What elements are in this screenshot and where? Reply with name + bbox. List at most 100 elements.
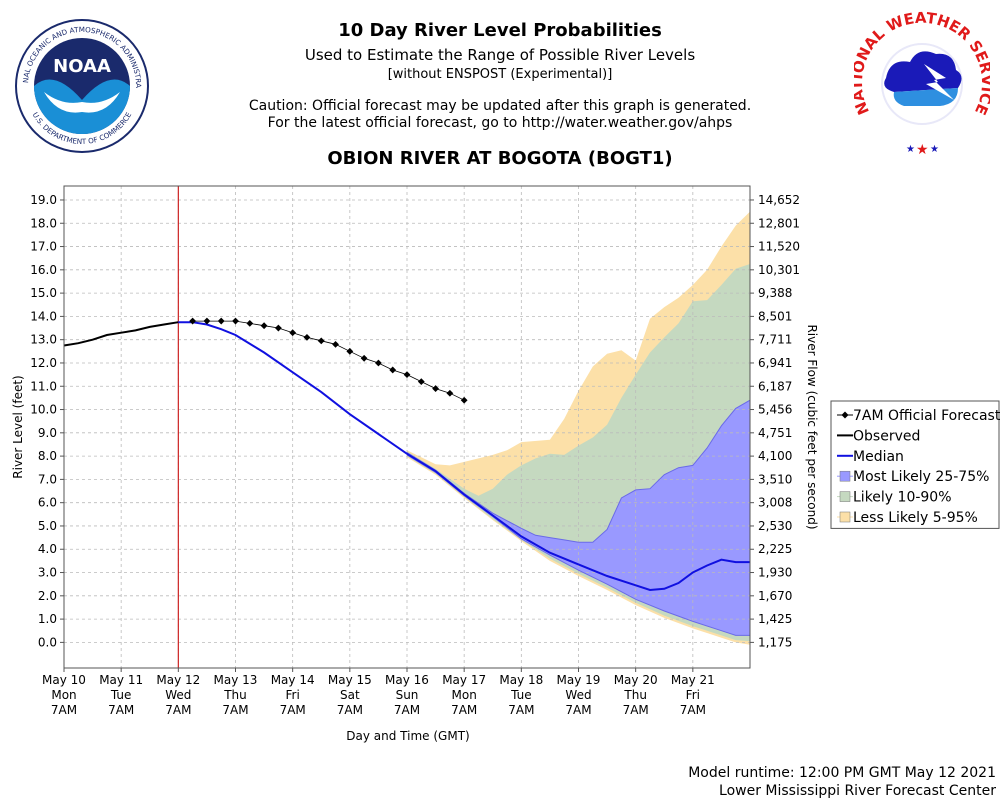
x-tick-label-line: 7AM — [451, 703, 477, 717]
x-tick-label-line: 7AM — [680, 703, 706, 717]
y-tick-label: 6.0 — [38, 496, 57, 510]
y-axis-title: River Level (feet) — [11, 375, 25, 478]
y-tick-label: 5.0 — [38, 519, 57, 533]
legend-swatch-box — [839, 470, 851, 482]
legend-label: Likely 10-90% — [853, 490, 952, 506]
star-icon: ★ — [916, 142, 929, 158]
noaa-logo-text: NOAA — [53, 56, 111, 77]
y-tick-label: 16.0 — [30, 263, 57, 277]
y-tick-label: 2.0 — [38, 589, 57, 603]
x-tick-label-line: May 20 — [614, 673, 658, 687]
y-tick-label: 17.0 — [30, 240, 57, 254]
y2-tick-label: 14,652 — [758, 193, 800, 207]
y2-tick-label: 1,670 — [758, 589, 792, 603]
y-tick-label: 12.0 — [30, 356, 57, 370]
x-tick-label-line: Mon — [452, 688, 477, 702]
y2-tick-label: 4,100 — [758, 449, 792, 463]
x-tick-label-line: 7AM — [337, 703, 363, 717]
y-tick-label: 11.0 — [30, 379, 57, 393]
x-tick-label-line: 7AM — [565, 703, 591, 717]
y-tick-label: 0.0 — [38, 635, 57, 649]
official-forecast-point — [375, 359, 382, 367]
axes: 19.0 14,652 18.0 12,801 17.0 11,520 16.0 10,301… — [11, 185, 819, 743]
legend-label: Median — [853, 449, 904, 465]
x-tick-label-line: May 10 — [42, 673, 86, 687]
chart-subnote: [without ENSPOST (Experimental)] — [387, 67, 613, 82]
x-tick-label-line: May 16 — [385, 673, 429, 687]
legend-box — [830, 400, 1000, 529]
x-tick-label: May 13 Thu 7AM — [214, 673, 258, 717]
x-axis-title: Day and Time (GMT) — [346, 729, 469, 743]
nws-logo: NATIONAL WEATHER SERVICE ★ ★ ★ — [854, 9, 990, 158]
x-tick-label-line: Thu — [223, 688, 247, 702]
x-tick-label-line: May 13 — [214, 673, 258, 687]
y2-tick-label: 12,801 — [758, 216, 800, 230]
x-tick-label-line: 7AM — [394, 703, 420, 717]
x-tick-label-line: Tue — [110, 688, 132, 702]
x-tick-label-line: 7AM — [222, 703, 248, 717]
y-tick-label: 3.0 — [38, 566, 57, 580]
y-tick-label: 8.0 — [38, 449, 57, 463]
x-tick-label-line: Mon — [51, 688, 76, 702]
y2-tick-label: 10,301 — [758, 263, 800, 277]
band-25-75-upper-edge — [406, 399, 751, 543]
y-tick-label: 18.0 — [30, 216, 57, 230]
official-forecast-point — [274, 324, 282, 332]
y2-tick-label: 6,187 — [758, 379, 792, 393]
x-tick-label-line: 7AM — [165, 703, 191, 717]
x-tick-label-line: May 11 — [99, 673, 143, 687]
x-tick-label: May 10 Mon 7AM — [42, 673, 86, 717]
official-forecast-point — [460, 396, 468, 404]
y2-tick-label: 7,711 — [758, 333, 792, 347]
y-tick-label: 15.0 — [30, 286, 57, 300]
caution-line-2: For the latest official forecast, go to … — [267, 115, 733, 131]
x-tick-label-line: May 17 — [442, 673, 486, 687]
y2-tick-label: 3,008 — [758, 496, 792, 510]
x-tick-label-line: 7AM — [623, 703, 649, 717]
caution-line-1: Caution: Official forecast may be update… — [248, 98, 752, 114]
official-forecast-point — [317, 337, 325, 345]
series-lines — [63, 186, 751, 668]
x-tick-label-line: 7AM — [108, 703, 134, 717]
legend-swatch-diamond — [841, 411, 849, 419]
x-tick-label: May 21 Fri 7AM — [671, 673, 715, 717]
location-title: OBION RIVER AT BOGOTA (BOGT1) — [327, 148, 673, 169]
y2-tick-label: 4,751 — [758, 426, 792, 440]
official-forecast-point — [389, 366, 397, 374]
official-forecast-point — [246, 319, 254, 327]
x-tick-label: May 12 Wed 7AM — [156, 673, 200, 717]
official-forecast-point — [403, 371, 411, 379]
official-forecast-point — [260, 322, 268, 330]
official-forecast-point — [432, 385, 439, 392]
x-tick-label: May 20 Thu 7AM — [614, 673, 658, 717]
official-forecast-point — [417, 378, 425, 385]
x-tick-label-line: Sat — [340, 688, 360, 702]
y2-tick-label: 2,530 — [758, 519, 792, 533]
chart-title: 10 Day River Level Probabilities — [338, 20, 662, 41]
y-tick-label: 7.0 — [38, 472, 57, 486]
star-icon: ★ — [930, 144, 939, 155]
legend-label: Less Likely 5-95% — [853, 510, 978, 526]
official-forecast-point — [217, 317, 225, 325]
x-tick-label-line: Wed — [165, 688, 191, 702]
official-forecast-point — [303, 333, 311, 341]
x-tick-label: May 11 Tue 7AM — [99, 673, 143, 717]
y2-tick-label: 6,941 — [758, 356, 792, 370]
noaa-logo: NOAA NATIONAL OCEANIC AND ATMOSPHERIC AD… — [14, 8, 149, 153]
x-tick-label-line: May 14 — [271, 673, 315, 687]
x-tick-label: May 16 Sun 7AM — [385, 673, 429, 717]
x-tick-label: May 19 Wed 7AM — [557, 673, 601, 717]
x-tick-label-line: May 12 — [156, 673, 200, 687]
official-forecast-point — [232, 317, 239, 325]
x-tick-label-line: May 18 — [499, 673, 543, 687]
y2-tick-label: 1,930 — [758, 566, 792, 580]
legend-label: 7AM Official Forecast — [853, 408, 1000, 424]
y-tick-label: 10.0 — [30, 403, 57, 417]
median-line — [178, 321, 750, 592]
x-tick-label-line: Sun — [396, 688, 419, 702]
official-forecast-point — [289, 329, 297, 337]
x-tick-label-line: Fri — [286, 688, 300, 702]
legend: 7AM Official Forecast Observed Median Most … — [830, 400, 1000, 529]
legend-swatch-box — [839, 511, 851, 523]
x-tick-label-line: Fri — [686, 688, 700, 702]
